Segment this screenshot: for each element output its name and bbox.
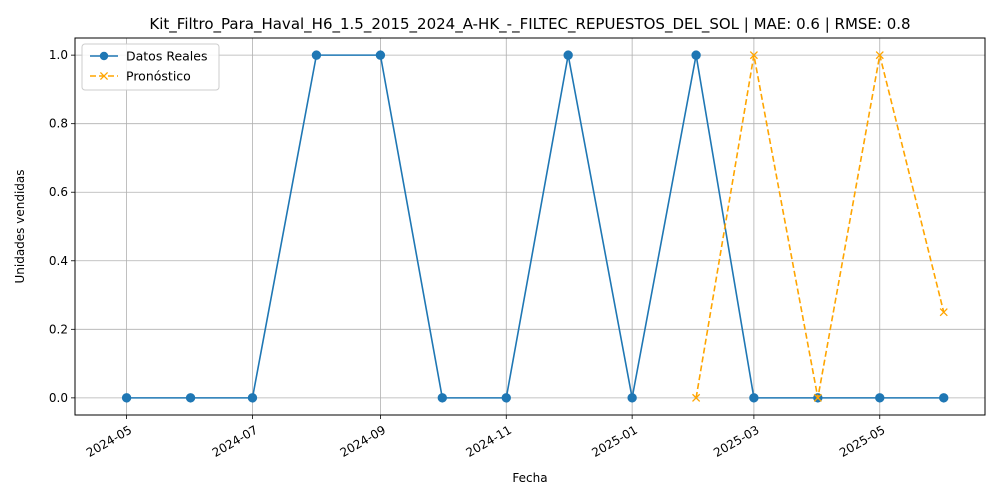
y-tick-label: 0.2 — [49, 322, 68, 336]
data-point — [691, 50, 701, 60]
x-tick-label: 2024-07 — [210, 423, 260, 460]
legend-label: Datos Reales — [126, 49, 207, 64]
data-point — [749, 51, 758, 60]
x-tick-label: 2025-05 — [837, 423, 887, 460]
series-line — [695, 54, 945, 399]
data-point — [311, 50, 322, 60]
data-point — [939, 393, 949, 403]
legend-label: Pronóstico — [126, 69, 191, 84]
x-tick-label: 2025-01 — [589, 423, 639, 460]
x-tick-label: 2024-09 — [338, 423, 388, 460]
x-axis-label: Fecha — [512, 471, 547, 485]
series-layer — [121, 50, 949, 403]
x-tick-label: 2025-03 — [711, 423, 761, 460]
y-tick-label: 0.8 — [49, 117, 68, 131]
y-tick-label: 0.4 — [49, 254, 68, 268]
legend-item: Datos Reales — [90, 49, 207, 64]
data-point — [375, 50, 386, 60]
data-point — [247, 393, 258, 403]
data-point-stroke — [692, 393, 701, 402]
data-point — [875, 51, 884, 60]
data-point — [939, 308, 948, 317]
plot-frame — [74, 37, 986, 416]
x-tick-label: 2024-05 — [84, 423, 134, 460]
legend-marker — [99, 51, 109, 61]
data-point-stroke — [813, 393, 822, 402]
x-tick-label: 2024-11 — [464, 423, 514, 460]
y-tick-label: 0.0 — [49, 391, 68, 405]
data-point — [437, 393, 448, 403]
data-point — [563, 50, 573, 60]
data-point — [501, 393, 511, 403]
data-point — [813, 393, 822, 402]
series-datos-reales — [121, 50, 949, 403]
legend: Datos Reales Pronóstico — [81, 43, 220, 91]
y-tick-label: 0.6 — [49, 185, 68, 199]
data-point — [749, 393, 759, 403]
data-point — [185, 393, 196, 403]
legend-item: Pronóstico — [90, 69, 191, 84]
data-point — [121, 393, 132, 403]
grid — [75, 38, 985, 415]
series-pronostico — [692, 51, 948, 402]
y-tick-label: 1.0 — [49, 48, 68, 62]
data-point — [692, 393, 701, 402]
data-point — [875, 393, 885, 403]
series-line — [126, 54, 944, 399]
chart-title: Kit_Filtro_Para_Haval_H6_1.5_2015_2024_A… — [149, 15, 910, 34]
data-point-stroke — [875, 51, 884, 60]
data-point — [627, 393, 637, 403]
legend-marker — [99, 71, 109, 81]
y-axis-label: Unidades vendidas — [13, 169, 27, 283]
data-point-stroke — [749, 51, 758, 60]
data-point-stroke — [939, 308, 948, 317]
